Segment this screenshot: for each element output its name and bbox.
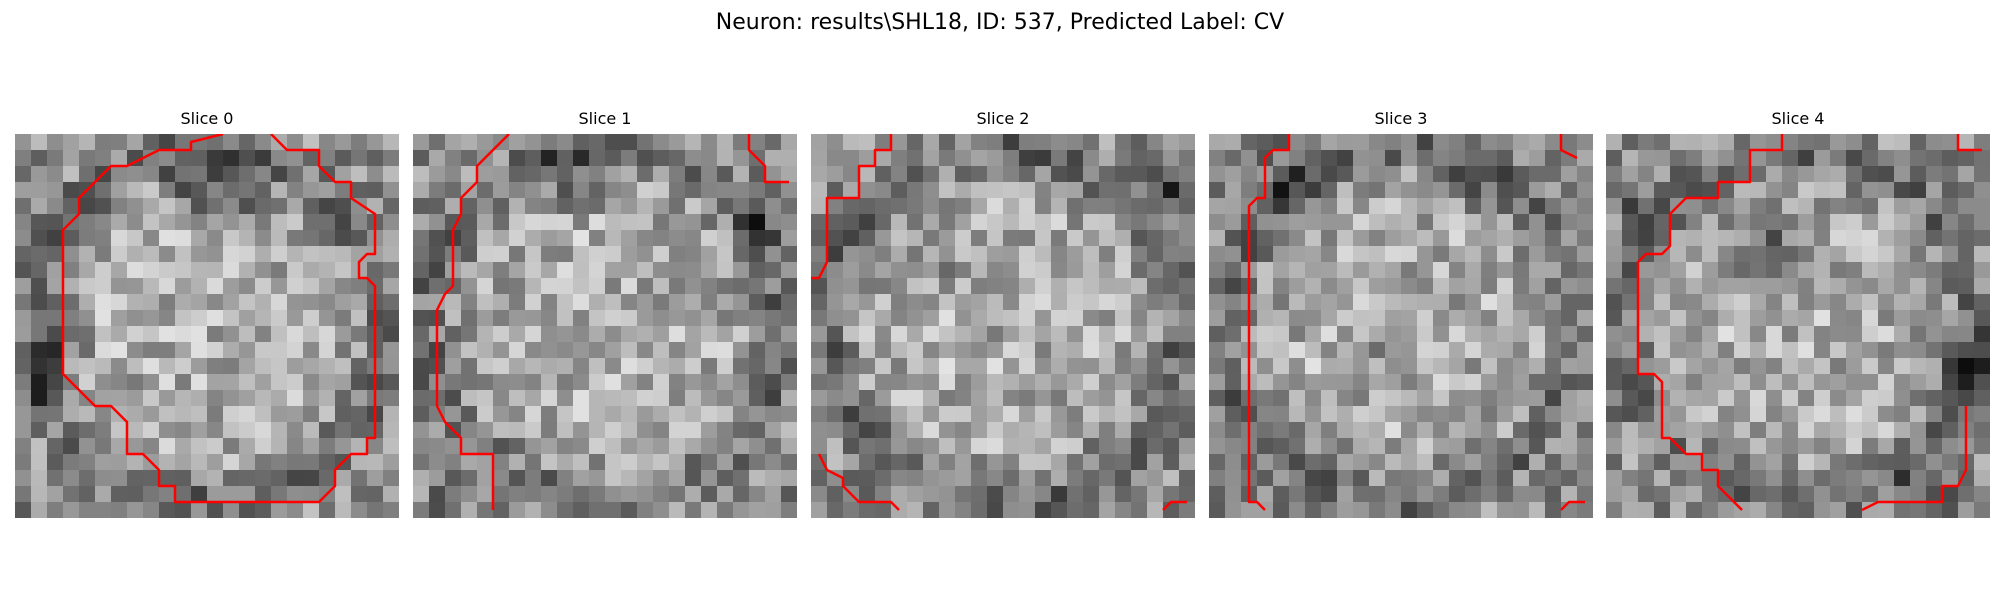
slice-panel-0: Slice 0 xyxy=(15,108,399,518)
contour-line-0 xyxy=(1247,134,1291,511)
slice-image-4 xyxy=(1606,134,1990,518)
slice-image-1 xyxy=(413,134,797,518)
pixel-grid xyxy=(1209,134,1593,518)
pixel-grid xyxy=(413,134,797,518)
contour-line-0 xyxy=(811,134,893,280)
pixel-grid xyxy=(15,134,399,518)
slice-panel-4: Slice 4 xyxy=(1606,108,1990,518)
slice-title-2: Slice 2 xyxy=(976,109,1030,128)
pixel-grid xyxy=(811,134,1195,518)
contour-line-1 xyxy=(1861,406,1968,512)
contour-line-0 xyxy=(435,134,510,510)
contour-line-2 xyxy=(1956,134,1982,152)
contour-line-1 xyxy=(1559,134,1578,160)
slice-image-2 xyxy=(811,134,1195,518)
figure-title: Neuron: results\SHL18, ID: 537, Predicte… xyxy=(715,10,1285,35)
contour-line-1 xyxy=(747,134,789,184)
contour-line-2 xyxy=(1560,500,1585,511)
slice-panel-1: Slice 1 xyxy=(413,108,797,518)
contour-line-0 xyxy=(1636,134,1784,511)
contour-line-0 xyxy=(61,134,377,504)
slice-title-0: Slice 0 xyxy=(180,109,234,128)
contour-line-1 xyxy=(817,453,900,511)
contour-line-2 xyxy=(1162,500,1187,511)
slice-panel-2: Slice 2 xyxy=(811,108,1195,518)
slice-title-1: Slice 1 xyxy=(578,109,632,128)
slice-title-4: Slice 4 xyxy=(1771,109,1825,128)
pixel-grid xyxy=(1606,134,1990,518)
slice-image-3 xyxy=(1209,134,1593,518)
slice-title-3: Slice 3 xyxy=(1374,109,1428,128)
slice-panel-3: Slice 3 xyxy=(1209,108,1593,518)
slice-image-0 xyxy=(15,134,399,518)
